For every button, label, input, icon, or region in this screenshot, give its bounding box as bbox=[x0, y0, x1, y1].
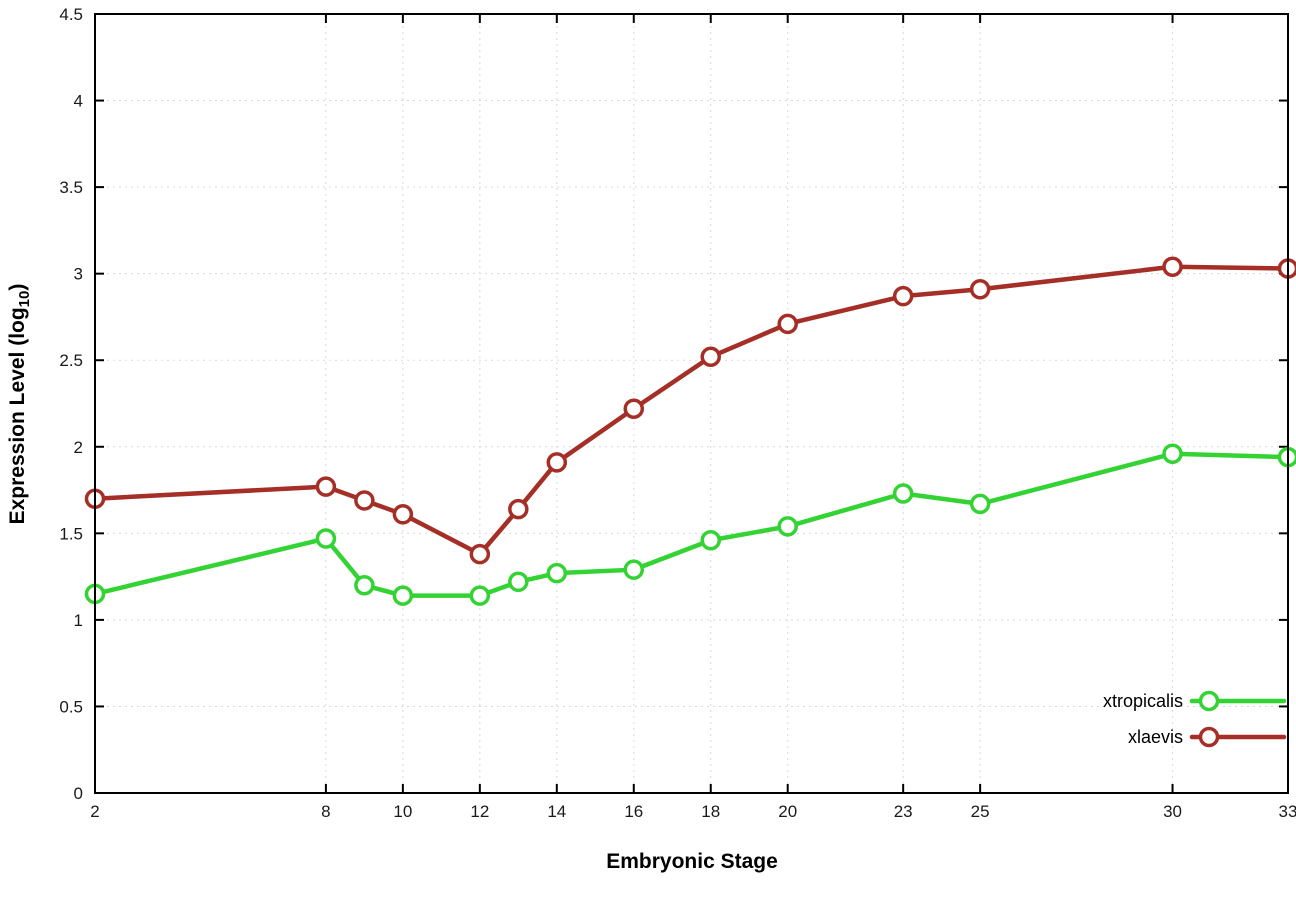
y-axis-title-suffix: ) bbox=[6, 284, 29, 291]
data-point-marker-xlaevis bbox=[508, 498, 529, 520]
grid-lines bbox=[94, 13, 1289, 794]
y-axis-title: Expression Level (log10) bbox=[6, 284, 33, 525]
data-point-marker-xtropicalis bbox=[700, 530, 721, 551]
x-axis-title: Embryonic Stage bbox=[606, 850, 778, 873]
y-tick-label: 3 bbox=[74, 265, 83, 284]
data-point-marker-xtropicalis bbox=[777, 516, 798, 537]
data-point-marker-xtropicalis bbox=[969, 493, 991, 515]
data-point-marker-xtropicalis bbox=[354, 575, 375, 596]
legend-label-xlaevis: xlaevis bbox=[1128, 727, 1183, 747]
data-point-marker-xlaevis bbox=[392, 504, 414, 525]
x-tick-label: 23 bbox=[894, 802, 913, 821]
y-tick-label: 4 bbox=[74, 92, 83, 111]
y-tick-label: 1.5 bbox=[59, 524, 83, 543]
y-axis-title-prefix: Expression Level (log bbox=[6, 307, 29, 524]
data-point-marker-xtropicalis bbox=[623, 559, 645, 580]
data-point-marker-xtropicalis bbox=[508, 571, 529, 593]
data-point-marker-xlaevis bbox=[623, 398, 645, 419]
data-point-marker-xlaevis bbox=[546, 452, 568, 473]
data-point-marker-xlaevis bbox=[892, 285, 914, 307]
plot-border bbox=[94, 13, 1289, 794]
x-tick-label: 33 bbox=[1279, 802, 1296, 821]
x-tick-label: 18 bbox=[701, 802, 720, 821]
data-point-marker-xtropicalis bbox=[315, 528, 337, 549]
y-tick-label: 4.5 bbox=[59, 5, 83, 24]
x-tick-label: 16 bbox=[624, 802, 643, 821]
y-tick-label: 2 bbox=[74, 438, 83, 457]
legend-sample-marker-xlaevis bbox=[1198, 726, 1220, 748]
x-tick-label: 25 bbox=[971, 802, 990, 821]
y-axis-title-subscript: 10 bbox=[16, 291, 33, 308]
data-point-marker-xlaevis bbox=[315, 476, 337, 497]
data-point-marker-xtropicalis bbox=[469, 585, 491, 606]
x-tick-label: 2 bbox=[90, 802, 99, 821]
data-point-marker-xlaevis bbox=[700, 346, 721, 368]
x-tick-label: 30 bbox=[1163, 802, 1182, 821]
y-tick-label: 1 bbox=[74, 611, 83, 630]
y-tick-label: 0.5 bbox=[59, 697, 83, 716]
series-line-xtropicalis bbox=[92, 451, 1291, 598]
data-point-marker-xlaevis bbox=[777, 313, 798, 335]
axis-ticks: 2 8 10 12 14 16 18 20 23 25 30 33 0 0.5 1 1.5 2 2.5 3 3.5 4 4… bbox=[59, 5, 1296, 821]
data-point-marker-xtropicalis bbox=[392, 585, 414, 606]
data-point-marker-xlaevis bbox=[469, 543, 491, 565]
y-tick-label: 0 bbox=[74, 784, 83, 803]
data-point-marker-xlaevis bbox=[969, 278, 991, 300]
x-tick-label: 8 bbox=[321, 802, 330, 821]
x-tick-label: 14 bbox=[547, 802, 566, 821]
x-tick-label: 12 bbox=[470, 802, 489, 821]
plot-border-rect bbox=[94, 13, 1289, 794]
y-tick-label: 2.5 bbox=[59, 351, 83, 370]
data-series bbox=[84, 256, 1296, 606]
y-tick-label: 3.5 bbox=[59, 178, 83, 197]
x-tick-label: 20 bbox=[778, 802, 797, 821]
data-point-marker-xlaevis bbox=[354, 490, 375, 511]
series-line-xlaevis bbox=[92, 264, 1291, 557]
legend-marker-samples bbox=[1189, 690, 1287, 748]
data-point-marker-xtropicalis bbox=[1162, 443, 1183, 464]
data-point-marker-xtropicalis bbox=[892, 483, 914, 504]
legend-label-xtropicalis: xtropicalis bbox=[1103, 691, 1183, 711]
data-point-marker-xtropicalis bbox=[546, 562, 568, 584]
legend-sample-marker-xtropicalis bbox=[1198, 690, 1220, 712]
data-point-marker-xlaevis bbox=[1162, 256, 1183, 277]
x-tick-label: 10 bbox=[393, 802, 412, 821]
